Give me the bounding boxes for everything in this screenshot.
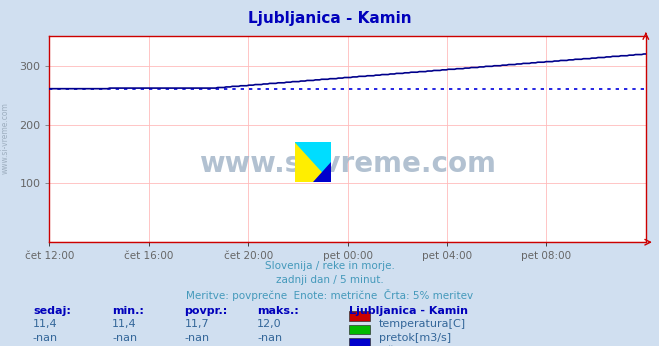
Text: Slovenija / reke in morje.: Slovenija / reke in morje. [264, 261, 395, 271]
Text: www.si-vreme.com: www.si-vreme.com [1, 102, 10, 174]
Polygon shape [314, 162, 331, 182]
Text: -nan: -nan [112, 333, 137, 343]
Text: www.si-vreme.com: www.si-vreme.com [199, 150, 496, 178]
Text: min.:: min.: [112, 306, 144, 316]
Text: pretok[m3/s]: pretok[m3/s] [379, 333, 451, 343]
Text: -nan: -nan [185, 333, 210, 343]
Text: povpr.:: povpr.: [185, 306, 228, 316]
Text: -nan: -nan [257, 333, 282, 343]
Text: sedaj:: sedaj: [33, 306, 71, 316]
Text: maks.:: maks.: [257, 306, 299, 316]
Text: -nan: -nan [33, 333, 58, 343]
Text: temperatura[C]: temperatura[C] [379, 319, 466, 329]
Text: 12,0: 12,0 [257, 319, 281, 329]
Text: 11,4: 11,4 [112, 319, 136, 329]
Text: 11,4: 11,4 [33, 319, 57, 329]
Text: Ljubljanica - Kamin: Ljubljanica - Kamin [349, 306, 469, 316]
Text: Meritve: povprečne  Enote: metrične  Črta: 5% meritev: Meritve: povprečne Enote: metrične Črta:… [186, 289, 473, 301]
Text: 11,7: 11,7 [185, 319, 209, 329]
Text: Ljubljanica - Kamin: Ljubljanica - Kamin [248, 11, 411, 26]
Text: zadnji dan / 5 minut.: zadnji dan / 5 minut. [275, 275, 384, 285]
Polygon shape [295, 142, 331, 182]
Polygon shape [295, 142, 331, 182]
